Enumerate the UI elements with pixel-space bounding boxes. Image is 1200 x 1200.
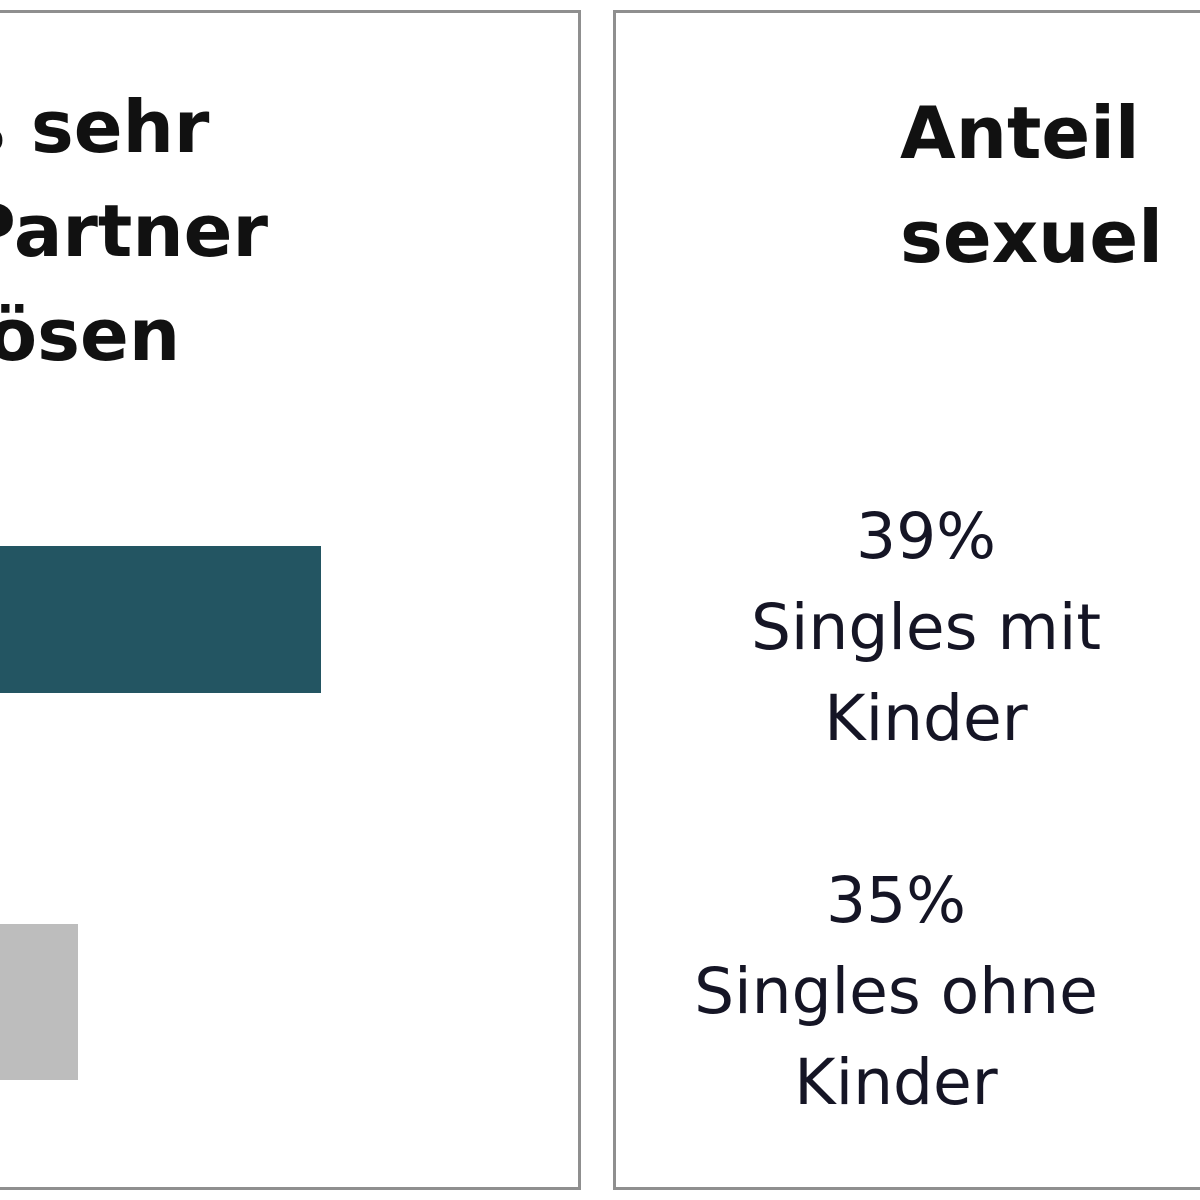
- left-chart-panel: s sehr Partner lösen: [0, 10, 581, 1190]
- left-title-line-2: Partner: [0, 189, 268, 273]
- left-title-line-1: s sehr: [0, 85, 210, 169]
- right-chart-panel: Anteil sexuel 39% Singles mit Kinder 35%…: [613, 10, 1200, 1190]
- bar-primary: [0, 546, 321, 693]
- right-title-line-1: Anteil: [900, 91, 1140, 175]
- bar-secondary: [0, 924, 78, 1080]
- left-chart-title: s sehr Partner lösen: [0, 75, 268, 387]
- right-title-line-2: sexuel: [900, 195, 1163, 279]
- category-label-singles-ohne-kinder: 35% Singles ohne Kinder: [676, 855, 1116, 1128]
- right-chart-title: Anteil sexuel: [900, 81, 1163, 289]
- category-label-singles-mit-kinder: 39% Singles mit Kinder: [706, 491, 1146, 764]
- value-label: 35%: [825, 864, 967, 937]
- value-label: 39%: [855, 500, 997, 573]
- category-label-line: Singles mit: [750, 591, 1102, 664]
- category-label-line: Singles ohne: [694, 955, 1098, 1028]
- category-label-line: Kinder: [794, 1046, 998, 1119]
- category-label-line: Kinder: [824, 682, 1028, 755]
- left-title-line-3: lösen: [0, 293, 181, 377]
